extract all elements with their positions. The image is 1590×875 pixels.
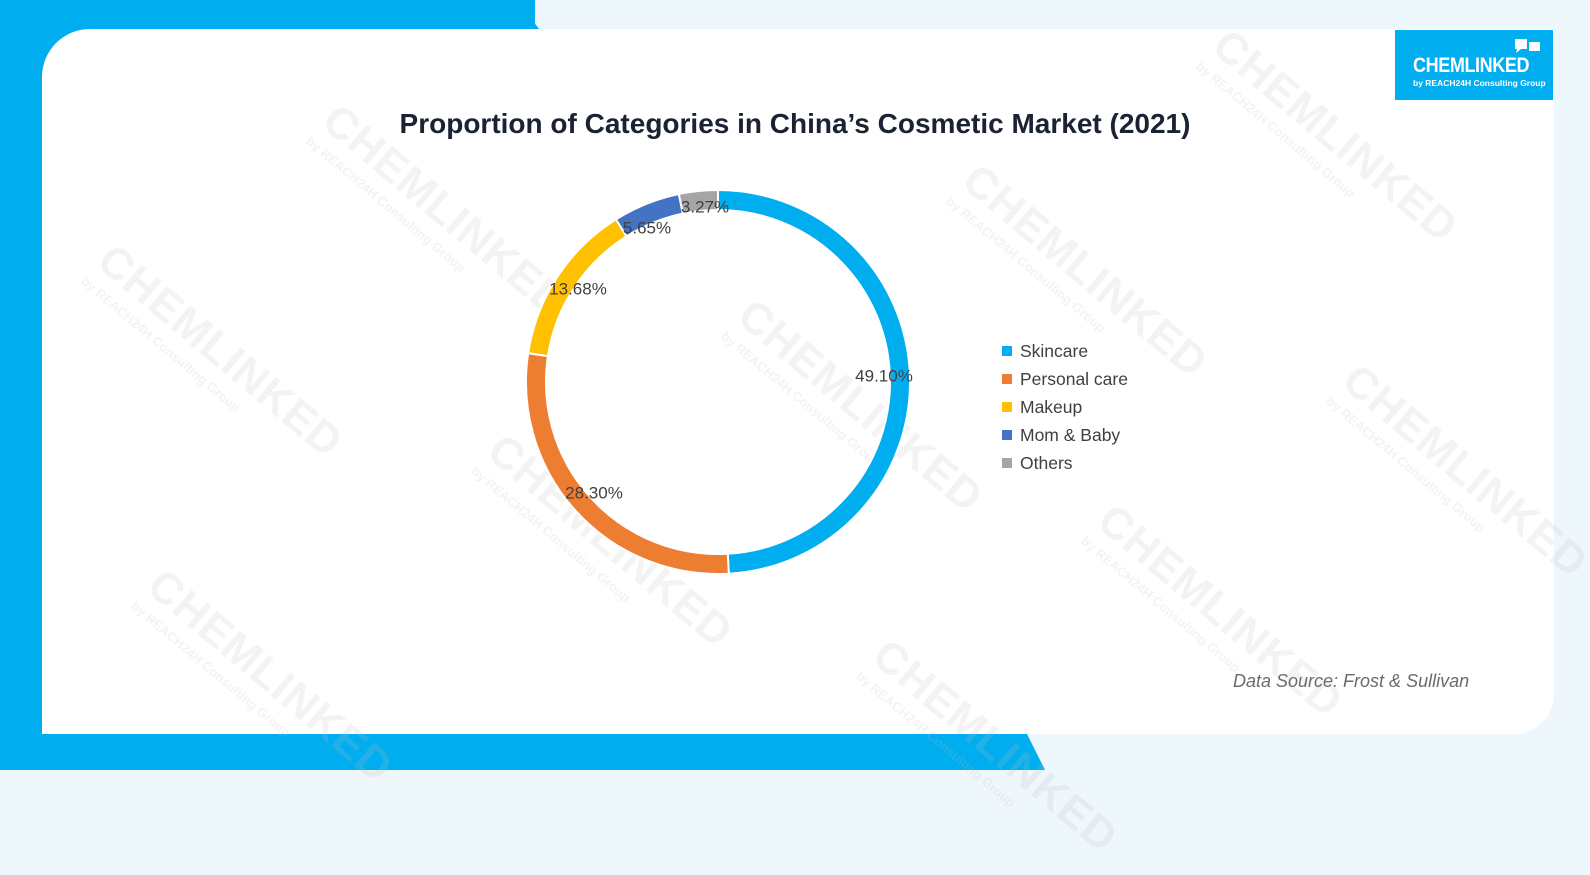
- legend-label: Others: [1020, 452, 1073, 473]
- data-label: 13.68%: [549, 279, 607, 298]
- legend-swatch: [1002, 374, 1012, 384]
- donut-slice-personal-care: [525, 352, 730, 575]
- logo-brand-text: CHEMLINKED: [1413, 54, 1530, 77]
- data-source: Data Source: Frost & Sullivan: [1233, 671, 1470, 691]
- legend-item: Skincare: [1002, 337, 1128, 365]
- legend-swatch: [1002, 430, 1012, 440]
- data-label: 49.10%: [855, 366, 913, 385]
- logo-sub-text: by REACH24H Consulting Group: [1413, 78, 1546, 88]
- data-label: 28.30%: [565, 483, 623, 502]
- speech-bubbles-icon: [1515, 39, 1540, 53]
- legend-label: Personal care: [1020, 368, 1128, 389]
- data-label: 3.27%: [681, 197, 729, 216]
- legend-swatch: [1002, 458, 1012, 468]
- legend-label: Mom & Baby: [1020, 424, 1121, 445]
- legend-item: Mom & Baby: [1002, 421, 1128, 449]
- legend-label: Makeup: [1020, 396, 1083, 417]
- legend-swatch: [1002, 346, 1012, 356]
- legend-item: Makeup: [1002, 393, 1128, 421]
- legend-item: Others: [1002, 449, 1128, 477]
- legend-swatch: [1002, 402, 1012, 412]
- chemlinked-logo: CHEMLINKED by REACH24H Consulting Group: [1395, 30, 1553, 100]
- legend-item: Personal care: [1002, 365, 1128, 393]
- data-label: 5.65%: [623, 218, 671, 237]
- bottom-accent-band: [42, 734, 1045, 770]
- donut-slice-others: [677, 188, 719, 215]
- chart-title: Proportion of Categories in China’s Cosm…: [399, 108, 1191, 139]
- donut-chart: 49.10% 28.30% 13.68% 5.65% 3.27%: [525, 188, 913, 575]
- legend-label: Skincare: [1020, 340, 1089, 361]
- chart-card: [42, 29, 1554, 734]
- chart-legend: Skincare Personal care Makeup Mom & Baby Oth…: [1002, 337, 1128, 477]
